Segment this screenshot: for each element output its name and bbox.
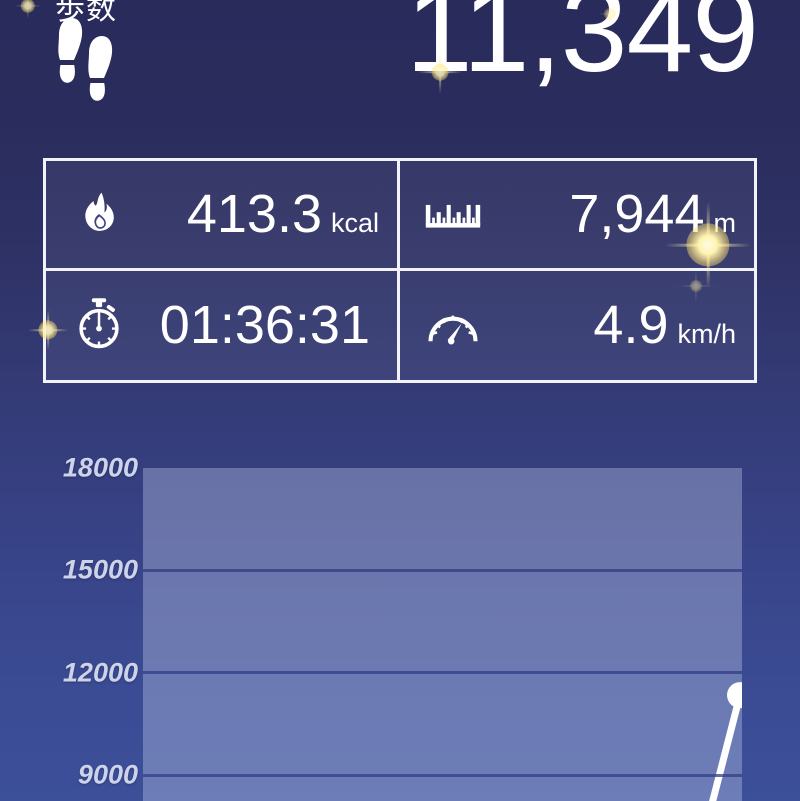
stats-table: 413.3 kcal <box>43 158 757 383</box>
ruler-icon <box>424 185 482 243</box>
chart-plot-area <box>143 468 742 801</box>
summary-header: 歩数 11,349 <box>0 0 800 150</box>
chart-series <box>709 682 742 801</box>
chart-data-point[interactable] <box>727 682 742 709</box>
chart-y-tick-label: 15000 <box>62 554 138 585</box>
flame-icon <box>70 185 128 243</box>
footprints-icon <box>52 16 122 106</box>
calories-value: 413.3 <box>186 184 322 245</box>
chart-gridline <box>143 568 742 572</box>
stat-cell-calories[interactable]: 413.3 kcal <box>46 161 400 271</box>
chart-gridline <box>143 671 742 675</box>
speed-unit: km/h <box>677 319 736 350</box>
calories-unit: kcal <box>330 208 379 239</box>
speed-value: 4.9 <box>593 295 669 356</box>
stat-cell-duration[interactable]: 01:36:31 <box>46 270 400 380</box>
step-count-value: 11,349 <box>405 0 759 97</box>
duration-value: 01:36:31 <box>159 295 370 356</box>
steps-history-chart[interactable]: 18000 15000 12000 9000 <box>0 420 800 801</box>
stat-cell-speed[interactable]: 4.9 km/h <box>400 271 754 381</box>
distance-value: 7,944 <box>569 184 705 245</box>
chart-gridline <box>143 773 742 777</box>
chart-y-tick-label: 12000 <box>62 657 138 688</box>
stopwatch-icon <box>70 296 128 354</box>
speedometer-icon <box>424 296 482 354</box>
chart-y-tick-label: 9000 <box>77 759 138 790</box>
stat-cell-distance[interactable]: 7,944 m <box>400 161 754 271</box>
chart-y-tick-label: 18000 <box>62 452 138 483</box>
distance-unit: m <box>713 208 737 239</box>
chart-line-segment <box>709 691 742 801</box>
